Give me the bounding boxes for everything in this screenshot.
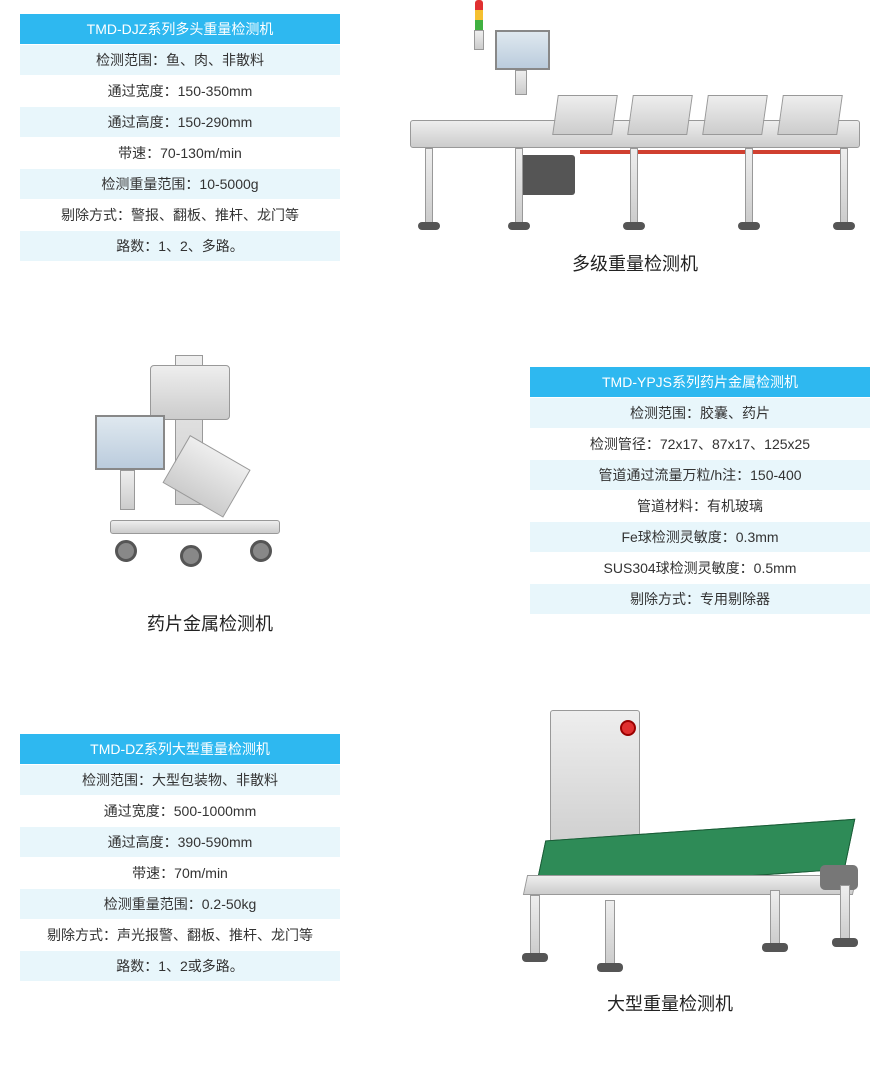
table-row: 路数：1、2或多路。 <box>20 951 340 982</box>
table-row: 路数：1、2、多路。 <box>20 231 340 262</box>
table-header: TMD-YPJS系列药片金属检测机 <box>530 367 870 398</box>
spec-table-dz: TMD-DZ系列大型重量检测机 检测范围：大型包装物、非散料 通过宽度：500-… <box>20 734 340 982</box>
spec-table-djz: TMD-DJZ系列多头重量检测机 检测范围：鱼、肉、非散料 通过宽度：150-3… <box>20 14 340 262</box>
table-row: 管道通过流量万粒/h注：150-400 <box>530 459 870 490</box>
table-row: 剔除方式：警报、翻板、推杆、龙门等 <box>20 200 340 231</box>
table-row: 带速：70m/min <box>20 858 340 889</box>
table-row: 检测范围：鱼、肉、非散料 <box>20 45 340 76</box>
table-header: TMD-DJZ系列多头重量检测机 <box>20 14 340 45</box>
spec-table-ypjs: TMD-YPJS系列药片金属检测机 检测范围：胶囊、药片 检测管径：72x17、… <box>530 367 870 615</box>
table-row: 通过高度：150-290mm <box>20 107 340 138</box>
table-row: 剔除方式：专用剔除器 <box>530 583 870 614</box>
table-row: 检测范围：胶囊、药片 <box>530 397 870 428</box>
table-row: 剔除方式：声光报警、翻板、推杆、龙门等 <box>20 920 340 951</box>
table-row: 检测管径：72x17、87x17、125x25 <box>530 428 870 459</box>
table-row: 通过宽度：500-1000mm <box>20 796 340 827</box>
product-image-ypjs: 药片金属检测机 <box>80 345 340 636</box>
product-section-ypjs: 药片金属检测机 TMD-YPJS系列药片金属检测机 检测范围：胶囊、药片 检测管… <box>0 345 890 636</box>
image-caption: 药片金属检测机 <box>147 610 273 636</box>
table-row: SUS304球检测灵敏度：0.5mm <box>530 552 870 583</box>
table-row: Fe球检测灵敏度：0.3mm <box>530 521 870 552</box>
table-row: 带速：70-130m/min <box>20 138 340 169</box>
product-section-dz: TMD-DZ系列大型重量检测机 检测范围：大型包装物、非散料 通过宽度：500-… <box>0 700 890 1016</box>
product-image-djz: 多级重量检测机 <box>400 0 870 276</box>
image-caption: 多级重量检测机 <box>572 250 698 276</box>
table-row: 管道材料：有机玻璃 <box>530 490 870 521</box>
table-row: 检测范围：大型包装物、非散料 <box>20 765 340 796</box>
table-row: 检测重量范围：0.2-50kg <box>20 889 340 920</box>
table-row: 通过宽度：150-350mm <box>20 76 340 107</box>
product-image-dz: 大型重量检测机 <box>470 700 870 1016</box>
table-row: 检测重量范围：10-5000g <box>20 169 340 200</box>
table-header: TMD-DZ系列大型重量检测机 <box>20 734 340 765</box>
product-section-djz: TMD-DJZ系列多头重量检测机 检测范围：鱼、肉、非散料 通过宽度：150-3… <box>0 0 890 276</box>
image-caption: 大型重量检测机 <box>607 990 733 1016</box>
table-row: 通过高度：390-590mm <box>20 827 340 858</box>
